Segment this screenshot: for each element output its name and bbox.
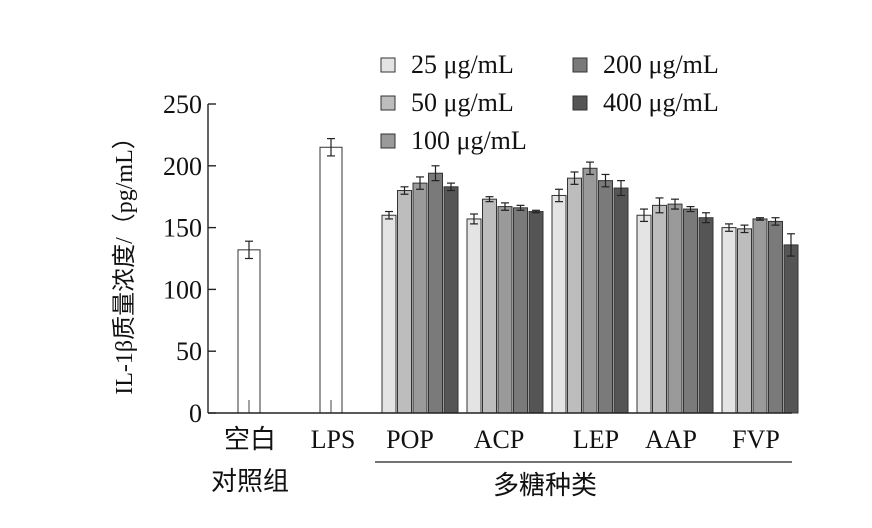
bar-fvp-0 — [721, 227, 737, 414]
legend-swatch — [380, 57, 396, 73]
x-axis-labels: 空白 对照组 LPS POP ACP LEP AAP FVP 多糖种类 — [211, 425, 792, 500]
y-tick-label: 150 — [163, 214, 202, 243]
x-label-pop: POP — [386, 425, 434, 454]
bar-aap-2 — [667, 203, 683, 414]
y-tick-label: 250 — [163, 90, 202, 119]
legend-swatch — [380, 133, 396, 149]
y-tick-label: 50 — [176, 337, 202, 366]
bar-fvp-1 — [737, 228, 752, 414]
legend: 25 μg/mL 50 μg/mL 100 μg/mL 200 μg/mL 400 μg… — [380, 50, 719, 155]
bar-lep-0 — [551, 194, 567, 414]
bar-pop-1 — [397, 190, 412, 414]
bar-fvp-3 — [768, 220, 783, 414]
bar-aap-0 — [636, 214, 652, 414]
bar-acp-3 — [513, 207, 528, 414]
legend-swatch — [572, 95, 588, 111]
legend-label: 25 μg/mL — [411, 50, 514, 79]
legend-swatch — [572, 57, 588, 73]
bar-acp-4 — [528, 211, 544, 414]
bar-pop-0 — [381, 214, 397, 414]
bar-lep-1 — [567, 177, 582, 414]
y-axis: 0 50 100 150 200 250 — [163, 90, 216, 428]
bar-fvp-4 — [783, 244, 799, 414]
y-tick-label: 0 — [189, 399, 202, 428]
bar-lep-2 — [582, 167, 598, 414]
bar-pop-2 — [412, 182, 428, 414]
y-axis-label: IL-1β质量浓度/（pg/mL） — [111, 125, 138, 395]
y-tick-label: 200 — [163, 152, 202, 181]
x-label-aap: AAP — [645, 425, 697, 454]
x-label-acp: ACP — [474, 425, 525, 454]
bar-aap-3 — [683, 208, 698, 414]
bar-lps — [319, 146, 343, 414]
x-label-fvp: FVP — [732, 425, 780, 454]
legend-label: 400 μg/mL — [603, 88, 719, 117]
bar-fvp-2 — [752, 218, 768, 414]
bar-lep-4 — [613, 187, 629, 414]
bar-aap-4 — [698, 217, 714, 414]
bars — [208, 138, 799, 414]
x-label-control-line2: 对照组 — [211, 467, 289, 496]
bar-pop-4 — [443, 186, 459, 414]
bar-control — [237, 249, 261, 414]
legend-label: 200 μg/mL — [603, 50, 719, 79]
x-label-lep: LEP — [573, 425, 619, 454]
bar-acp-1 — [482, 198, 497, 414]
bar-aap-1 — [652, 204, 667, 414]
y-tick-label: 100 — [163, 275, 202, 304]
legend-label: 50 μg/mL — [411, 88, 514, 117]
legend-label: 100 μg/mL — [411, 126, 527, 155]
x-label-control-line1: 空白 — [224, 425, 276, 454]
group-label: 多糖种类 — [493, 471, 597, 500]
bar-lep-3 — [598, 180, 613, 414]
legend-swatch — [380, 95, 396, 111]
bar-pop-3 — [428, 172, 443, 414]
bar-acp-2 — [497, 206, 513, 414]
bar-acp-0 — [466, 218, 482, 414]
x-label-lps: LPS — [311, 425, 356, 454]
